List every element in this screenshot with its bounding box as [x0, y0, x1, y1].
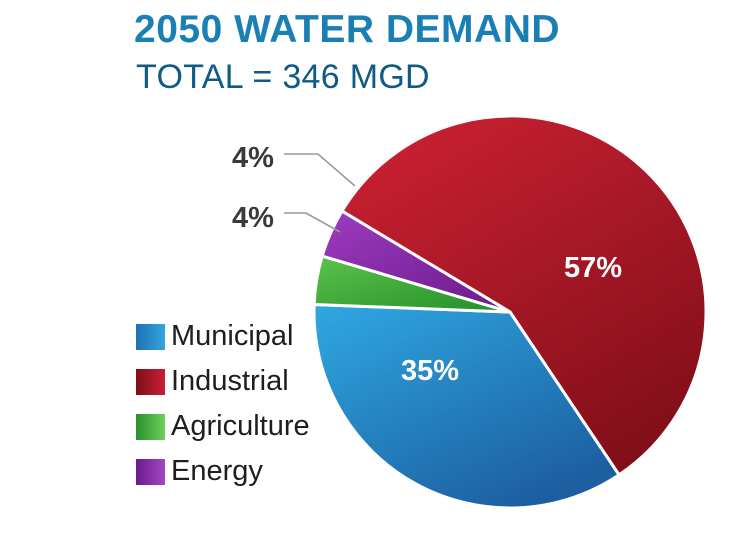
data-label-agriculture: 4% [232, 202, 274, 234]
legend: Municipal Industrial Agriculture Energy [136, 314, 310, 494]
legend-label-energy: Energy [171, 455, 263, 487]
chart-subtitle: TOTAL = 346 MGD [136, 58, 430, 96]
legend-label-industrial: Industrial [171, 365, 289, 397]
chart-title: 2050 WATER DEMAND [134, 8, 561, 51]
legend-swatch-industrial [136, 368, 165, 395]
legend-label-agriculture: Agriculture [171, 410, 310, 442]
data-label-industrial: 57% [564, 252, 622, 284]
legend-item-agriculture: Agriculture [136, 404, 310, 449]
legend-item-industrial: Industrial [136, 359, 310, 404]
data-label-municipal: 35% [401, 355, 459, 387]
leader-line-energy [284, 153, 356, 187]
legend-swatch-energy [136, 458, 165, 485]
pie-slice-energy [320, 209, 512, 314]
legend-swatch-municipal [136, 323, 165, 350]
legend-label-municipal: Municipal [171, 320, 294, 352]
pie-slice-municipal [312, 302, 621, 510]
legend-item-energy: Energy [136, 449, 310, 494]
legend-item-municipal: Municipal [136, 314, 310, 359]
legend-swatch-agriculture [136, 413, 165, 440]
data-label-energy: 4% [232, 142, 274, 174]
pie-slice-industrial [340, 114, 708, 477]
leader-line-agriculture [284, 212, 341, 233]
